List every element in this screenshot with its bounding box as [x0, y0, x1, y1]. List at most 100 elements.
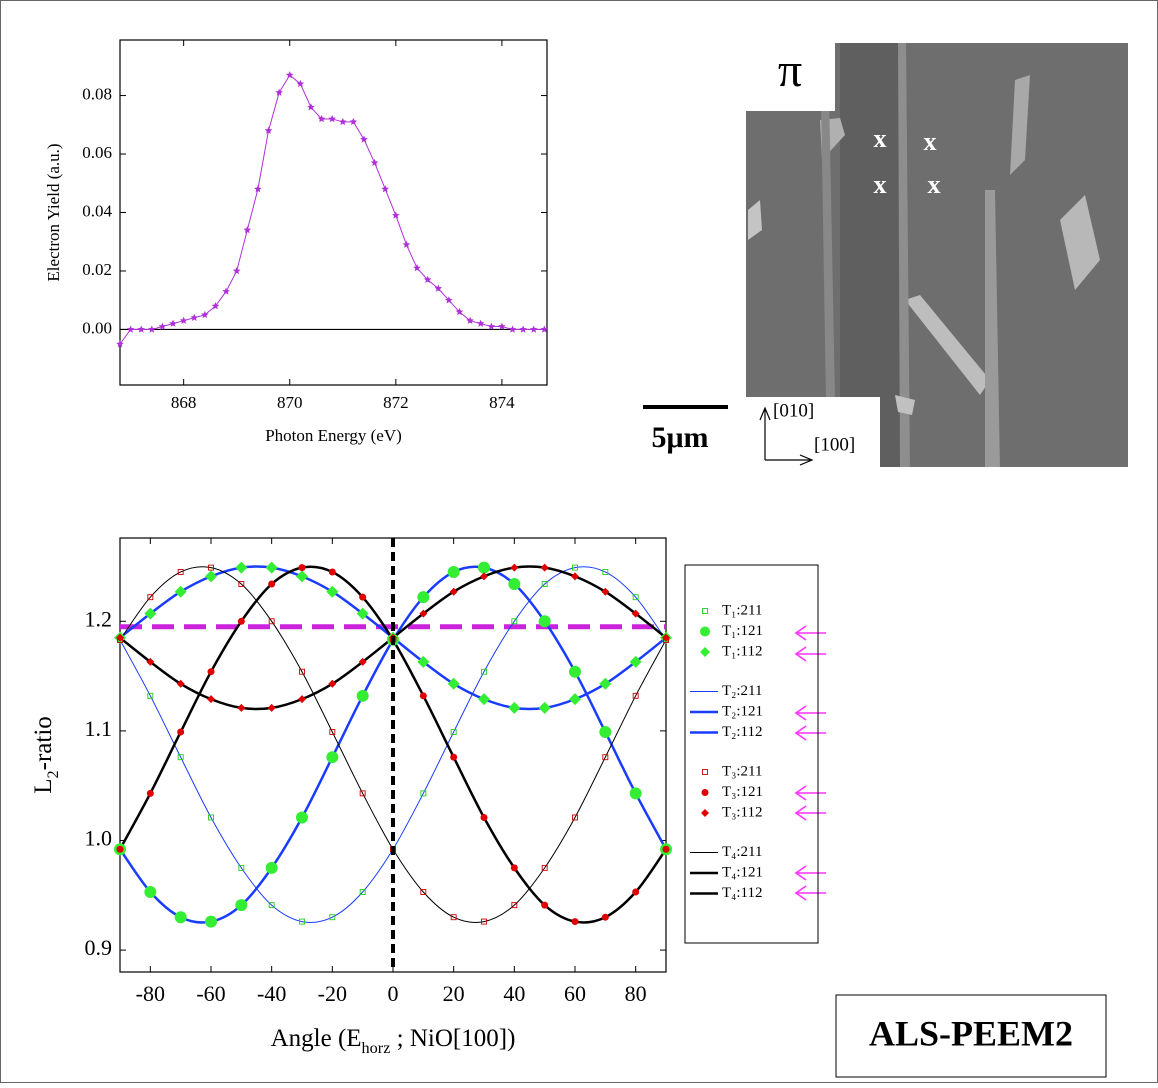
- data-point: [307, 103, 315, 111]
- data-point: [402, 240, 411, 248]
- data-point: [423, 275, 432, 283]
- data-point: [447, 565, 460, 578]
- x-axis-label-part: Photon Energy (eV): [265, 426, 402, 445]
- data-point: [511, 618, 518, 625]
- position-mark: x: [874, 124, 887, 153]
- data-point: [190, 313, 199, 321]
- data-point: [126, 325, 135, 333]
- data-point: [629, 787, 642, 800]
- legend-label: T₁:211: [722, 602, 763, 618]
- legend-marker: [700, 647, 710, 657]
- data-point: [326, 585, 339, 598]
- data-point: [519, 325, 527, 333]
- y-axis-label-part: L: [30, 778, 57, 793]
- data-point: [487, 322, 496, 330]
- data-point: [476, 319, 485, 327]
- footer-label: ALS-PEEM2: [869, 1013, 1073, 1053]
- data-point: [267, 703, 276, 712]
- data-point: [222, 287, 230, 295]
- data-point: [237, 617, 245, 625]
- legend-label: T₄:211: [722, 844, 763, 860]
- footer-box: [835, 994, 1107, 1078]
- data-point: [540, 563, 549, 572]
- image-streak: [985, 190, 1000, 467]
- data-point: [232, 266, 241, 275]
- data-point: [268, 902, 275, 909]
- data-point: [298, 564, 306, 572]
- data-point: [450, 753, 458, 761]
- data-point: [601, 913, 609, 921]
- data-point: [571, 572, 579, 581]
- data-point: [413, 264, 421, 272]
- data-point: [569, 693, 581, 706]
- data-point: [243, 226, 252, 234]
- data-point: [235, 899, 248, 912]
- data-point: [420, 889, 427, 895]
- x-tick-label: 874: [489, 393, 515, 412]
- x-tick-label: -20: [318, 981, 347, 1006]
- direction-label: [100]: [814, 434, 855, 455]
- data-point: [632, 888, 640, 896]
- position-mark: x: [928, 170, 941, 199]
- legend-marker: [702, 769, 708, 775]
- data-point: [235, 561, 248, 574]
- data-point: [434, 284, 443, 292]
- legend-label: T₃:112: [722, 804, 763, 820]
- y-tick-label: 1.2: [85, 606, 113, 631]
- data-point: [417, 591, 430, 604]
- y-axis-label-part: Electron Yield (a.u.): [44, 143, 63, 281]
- x-tick-label: 0: [388, 981, 399, 1006]
- data-point: [208, 564, 214, 571]
- image-streak: [1060, 195, 1100, 290]
- data-point: [572, 564, 578, 571]
- polarization-label: π: [778, 44, 802, 97]
- y-tick-label: 0.08: [82, 84, 112, 103]
- y-axis-label-part: 2: [44, 770, 62, 778]
- x-tick-label: -60: [196, 981, 225, 1006]
- legend-marker: [701, 789, 709, 796]
- position-mark: x: [874, 170, 887, 199]
- data-point: [254, 185, 262, 193]
- data-point: [419, 609, 428, 618]
- x-tick-label: 870: [277, 393, 303, 412]
- data-point: [359, 593, 367, 601]
- data-point: [508, 701, 521, 714]
- x-tick-label: 80: [625, 981, 647, 1006]
- data-point: [349, 117, 358, 126]
- data-point: [296, 570, 308, 583]
- x-tick-label: 20: [443, 981, 465, 1006]
- data-point: [632, 594, 639, 601]
- x-tick-label: 60: [564, 981, 586, 1006]
- arrow: [794, 705, 826, 721]
- image-domain: [840, 43, 900, 467]
- image-background: [746, 43, 1128, 467]
- arrow: [794, 885, 826, 901]
- data-point: [146, 789, 154, 797]
- arrow: [794, 725, 826, 741]
- data-point: [238, 581, 245, 587]
- data-point: [538, 701, 551, 714]
- data-point: [455, 307, 464, 316]
- data-point: [146, 657, 155, 666]
- data-point: [208, 814, 214, 821]
- legend-arrows: [794, 625, 826, 901]
- legend-label: T₂:112: [722, 724, 763, 740]
- x-tick-label: 868: [171, 393, 197, 412]
- data-point: [572, 814, 578, 821]
- data-point: [381, 185, 390, 193]
- data-point: [662, 845, 670, 853]
- data-point: [116, 633, 124, 642]
- data-point: [205, 570, 217, 583]
- legend-label: T₄:121: [722, 864, 763, 880]
- data-point: [158, 322, 167, 330]
- scale-bar-label: 5μm: [652, 421, 709, 454]
- legend-marker: [702, 608, 708, 614]
- data-point: [177, 728, 185, 736]
- legend-label: T₃:211: [722, 763, 763, 779]
- image-streak: [820, 43, 835, 400]
- data-point: [298, 695, 306, 704]
- data-point: [419, 692, 427, 700]
- legend-marker: [700, 626, 710, 637]
- data-point: [510, 864, 518, 872]
